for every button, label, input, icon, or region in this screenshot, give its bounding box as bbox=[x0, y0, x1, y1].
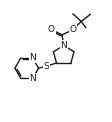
Text: N: N bbox=[29, 53, 36, 62]
Text: S: S bbox=[43, 62, 49, 71]
Text: O: O bbox=[47, 25, 54, 34]
Text: N: N bbox=[60, 41, 67, 50]
Text: N: N bbox=[29, 74, 36, 83]
Text: O: O bbox=[69, 25, 76, 34]
